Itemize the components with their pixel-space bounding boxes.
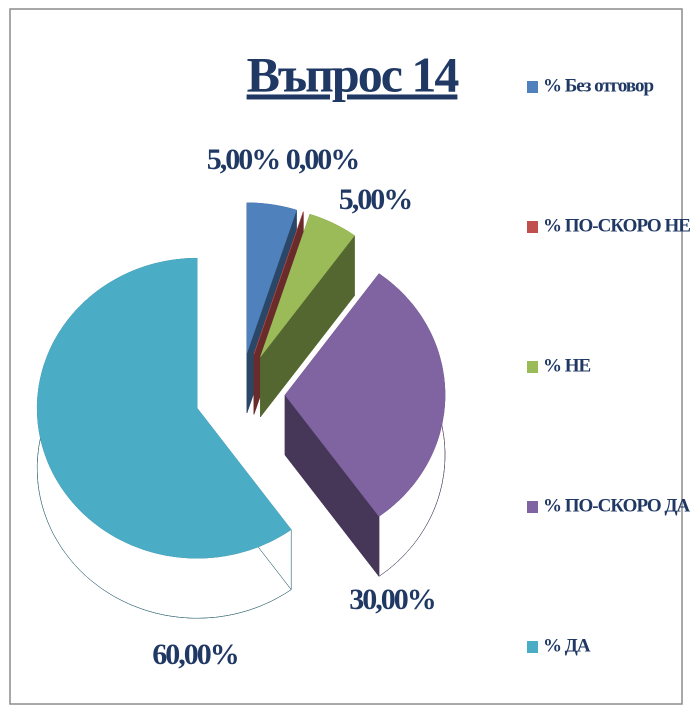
legend-label: % ДА bbox=[543, 635, 591, 656]
slice bbox=[260, 213, 355, 358]
chart-title: Въпрос 14 bbox=[247, 46, 460, 102]
legend-label: % НЕ bbox=[543, 355, 591, 376]
legend-label: % ПО-СКОРО ДА bbox=[543, 495, 691, 516]
legend-swatch bbox=[527, 641, 538, 653]
value-label: 30,00% bbox=[349, 583, 435, 616]
legend-swatch bbox=[527, 221, 538, 233]
value-label: 5,00% bbox=[339, 183, 412, 216]
slice bbox=[284, 273, 446, 517]
legend-label: % ПО-СКОРО НЕ bbox=[543, 215, 690, 236]
legend-swatch bbox=[527, 501, 538, 513]
slice bbox=[246, 202, 297, 353]
value-label: 5,00% bbox=[207, 143, 280, 176]
slice bbox=[36, 257, 292, 559]
legend-swatch bbox=[527, 81, 538, 93]
value-label: 60,00% bbox=[152, 638, 238, 671]
legend-swatch bbox=[527, 361, 538, 373]
value-label: 0,00% bbox=[286, 143, 359, 176]
frame bbox=[9, 8, 683, 705]
slice bbox=[253, 211, 304, 355]
legend-label: % Без отговор bbox=[543, 75, 654, 96]
